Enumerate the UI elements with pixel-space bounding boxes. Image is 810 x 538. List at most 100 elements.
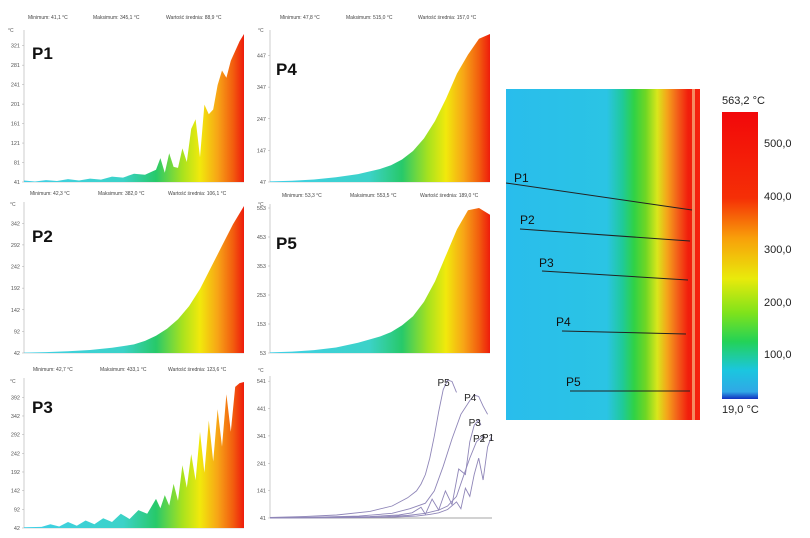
stats-max: Maksimum: 433,1 °C [100, 367, 147, 373]
series-label: P5 [437, 378, 450, 389]
y-tick-label: 281 [11, 63, 20, 69]
profile-line-p4 [561, 330, 687, 335]
color-scale-bar [722, 112, 758, 399]
stats-min: Minimum: 42,7 °C [33, 367, 73, 373]
stats-max: Maksimum: 553,5 °C [350, 193, 397, 199]
profile-line-p1 [506, 182, 693, 211]
unit-label: °C [10, 379, 16, 385]
series-label: P1 [482, 433, 495, 444]
y-tick-label: 53 [260, 351, 266, 357]
stats-avg: Wartość średnia: 88,9 °C [166, 15, 222, 21]
y-tick-label: 92 [14, 507, 20, 513]
profile-line-p3 [541, 270, 689, 281]
stats-avg: Wartość średnia: 189,0 °C [420, 193, 479, 199]
y-tick-label: 241 [11, 83, 20, 89]
profile-line-label: P4 [556, 315, 571, 329]
panel-label: P1 [32, 44, 53, 63]
area-chart-p5: 53 153 253 353 453 553 [257, 204, 490, 357]
scale-min-label: 19,0 °C [722, 404, 759, 416]
y-tick-label: 353 [257, 264, 266, 270]
series-label: P4 [464, 393, 477, 404]
chart-panel-p3: Minimum: 42,7 °C Maksimum: 433,1 °C Wart… [0, 366, 252, 532]
stats-max: Maksimum: 515,0 °C [346, 15, 393, 21]
unit-label: °C [258, 28, 264, 34]
y-tick-label: 342 [11, 414, 20, 420]
y-tick-label: 121 [11, 141, 20, 147]
unit-label: °C [258, 368, 264, 374]
scale-tick-label: 400,0 [764, 191, 792, 204]
y-tick-label: 292 [11, 243, 20, 249]
unit-label: °C [8, 28, 14, 34]
y-tick-label: 47 [260, 180, 266, 186]
scale-max-label: 563,2 °C [722, 95, 765, 107]
chart-panel-p1: Minimum: 41,1 °C Maksimum: 345,1 °C Wart… [0, 14, 252, 186]
y-tick-label: 553 [257, 206, 266, 212]
y-tick-label: 341 [257, 434, 266, 440]
profile-line-label: P3 [539, 256, 554, 270]
scale-tick-label: 100,0 [764, 349, 792, 362]
profile-line-label: P5 [566, 375, 581, 389]
panel-label: P4 [276, 60, 297, 79]
thermal-gradient [506, 89, 700, 420]
profile-line-label: P1 [514, 171, 529, 185]
hot-edge [692, 89, 695, 420]
profile-line-label: P2 [520, 213, 535, 227]
scale-tick-label: 300,0 [764, 243, 792, 256]
y-tick-label: 292 [11, 433, 20, 439]
y-tick-label: 247 [257, 117, 266, 123]
stats-max: Maksimum: 345,1 °C [93, 15, 140, 21]
y-tick-label: 392 [11, 395, 20, 401]
y-tick-label: 142 [11, 308, 20, 314]
y-tick-label: 81 [14, 161, 20, 167]
y-tick-label: 242 [11, 265, 20, 271]
y-tick-label: 42 [14, 351, 20, 357]
panel-label: P2 [32, 227, 53, 246]
y-tick-label: 42 [14, 526, 20, 532]
y-tick-label: 441 [257, 407, 266, 413]
y-tick-label: 253 [257, 293, 266, 299]
series-label: P2 [473, 434, 486, 445]
stats-avg: Wartość średnia: 106,1 °C [168, 191, 227, 197]
series-label: P3 [469, 418, 482, 429]
stats-min: Minimum: 41,1 °C [28, 15, 68, 21]
y-tick-label: 192 [11, 470, 20, 476]
temperature-area [24, 34, 244, 182]
y-tick-label: 142 [11, 489, 20, 495]
y-tick-label: 347 [257, 85, 266, 91]
stats-min: Minimum: 53,3 °C [282, 193, 322, 199]
temperature-area [270, 34, 490, 182]
chart-panel-p4: Minimum: 47,8 °C Maksimum: 515,0 °C Wart… [254, 14, 496, 186]
scale-tick-label: 200,0 [764, 296, 792, 309]
profile-line-p2 [519, 228, 691, 242]
series-line-p2 [269, 435, 484, 519]
chart-panel-p2: Minimum: 42,3 °C Maksimum: 382,0 °C Wart… [0, 190, 252, 360]
panel-label: P3 [32, 398, 53, 417]
unit-label: °C [258, 202, 264, 208]
stats-max: Maksimum: 382,0 °C [98, 191, 145, 197]
thermal-image: P1 P2 P3 P4 P5 [506, 89, 700, 420]
y-tick-label: 321 [11, 44, 20, 50]
series-line-p4 [269, 394, 488, 519]
area-chart-p4: 47 147 247 347 447 [257, 30, 490, 186]
panel-label: P5 [276, 234, 297, 253]
stats-avg: Wartość średnia: 123,6 °C [168, 367, 227, 373]
temperature-area [24, 206, 244, 353]
temperature-area [270, 208, 490, 353]
y-tick-label: 541 [257, 379, 266, 385]
stats-min: Minimum: 42,3 °C [30, 191, 70, 197]
unit-label: °C [10, 202, 16, 208]
y-tick-label: 153 [257, 322, 266, 328]
chart-panel-p5: Minimum: 53,3 °C Maksimum: 553,5 °C Wart… [254, 190, 496, 360]
y-tick-label: 453 [257, 235, 266, 241]
stats-avg: Wartość średnia: 157,0 °C [418, 15, 477, 21]
y-tick-label: 242 [11, 451, 20, 457]
area-chart-p3: 42 92 142 192 242 292 342 392 [11, 378, 244, 532]
scale-tick-label: 500,0 [764, 138, 792, 151]
series-line-p5 [269, 379, 457, 518]
y-tick-label: 192 [11, 286, 20, 292]
y-tick-label: 241 [257, 461, 266, 467]
area-chart-p2: 42 92 142 192 242 292 342 [11, 202, 244, 357]
series-line-p1 [269, 434, 493, 519]
y-tick-label: 41 [260, 516, 266, 522]
